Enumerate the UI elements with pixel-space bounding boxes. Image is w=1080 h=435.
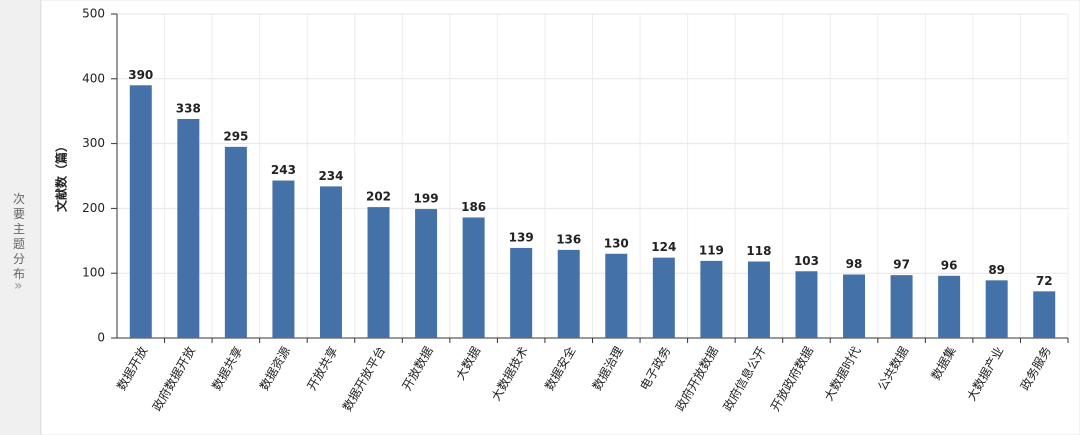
y-tick-label: 500 — [82, 7, 105, 21]
x-tick-label: 大数据时代 — [821, 344, 864, 403]
sidebar[interactable]: 次要主题分布 » — [0, 0, 41, 435]
value-label: 96 — [941, 258, 958, 272]
value-label: 243 — [271, 163, 296, 177]
x-tick-label: 数据集 — [928, 344, 959, 383]
bar — [415, 209, 438, 338]
value-label: 118 — [746, 244, 771, 258]
bar — [1033, 291, 1056, 338]
x-tick-label: 数据开放 — [113, 344, 150, 393]
x-tick-label: 数据共享 — [209, 344, 246, 393]
x-tick-label: 数据安全 — [541, 344, 578, 393]
bar — [605, 253, 628, 338]
value-label: 72 — [1036, 274, 1053, 288]
bar — [177, 118, 200, 338]
value-label: 186 — [461, 200, 486, 214]
expand-icon[interactable]: » — [14, 278, 23, 294]
y-tick-label: 300 — [82, 136, 105, 150]
value-label: 202 — [366, 190, 391, 204]
value-label: 338 — [176, 101, 201, 115]
value-label: 199 — [414, 192, 439, 206]
bar — [890, 275, 913, 338]
x-tick-label: 开放共享 — [304, 344, 341, 393]
value-label: 124 — [651, 240, 676, 254]
x-tick-label: 数据开放平台 — [339, 344, 388, 414]
bar — [129, 85, 152, 338]
bar — [700, 260, 723, 338]
x-tick-label: 大数据技术 — [488, 344, 531, 403]
x-tick-label: 政府信息公开 — [720, 344, 769, 414]
x-tick-label: 数据治理 — [589, 344, 626, 393]
bar — [747, 261, 770, 338]
x-tick-label: 大数据产业 — [963, 344, 1006, 403]
value-label: 130 — [604, 236, 629, 250]
x-tick-label: 政务服务 — [1017, 344, 1054, 393]
bar — [985, 280, 1008, 338]
bar — [510, 247, 533, 338]
x-tick-label: 数据资源 — [256, 344, 293, 393]
bar — [938, 275, 961, 338]
value-label: 295 — [223, 129, 248, 143]
x-tick-label: 电子政务 — [636, 344, 673, 393]
bar — [652, 257, 675, 338]
bar — [795, 271, 818, 338]
bar — [224, 146, 247, 338]
y-tick-label: 0 — [97, 331, 105, 345]
value-label: 139 — [509, 230, 534, 244]
bar — [557, 249, 580, 338]
value-label: 119 — [699, 243, 724, 257]
sidebar-label[interactable]: 次要主题分布 — [13, 192, 26, 281]
chart-frame — [40, 0, 1080, 435]
bar — [319, 186, 342, 338]
value-label: 390 — [128, 68, 153, 82]
bar — [843, 274, 866, 338]
x-tick-label: 公共数据 — [874, 344, 911, 393]
value-label: 136 — [556, 232, 581, 246]
x-tick-label: 开放政府数据 — [767, 344, 816, 414]
y-tick-label: 400 — [82, 71, 105, 85]
value-label: 103 — [794, 254, 819, 268]
bar — [462, 217, 485, 338]
y-axis-label: 文献数（篇） — [54, 140, 69, 212]
y-tick-label: 100 — [82, 266, 105, 280]
x-tick-label: 政府数据开放 — [149, 344, 198, 414]
value-label: 97 — [893, 258, 910, 272]
bar — [367, 207, 390, 338]
value-label: 98 — [846, 257, 863, 271]
bar — [272, 180, 295, 338]
x-tick-label: 大数据 — [452, 344, 483, 383]
value-label: 234 — [318, 169, 343, 183]
y-tick-label: 200 — [82, 201, 105, 215]
x-tick-label: 开放数据 — [399, 344, 436, 393]
x-tick-label: 政府开放数据 — [672, 344, 721, 414]
value-label: 89 — [988, 263, 1005, 277]
